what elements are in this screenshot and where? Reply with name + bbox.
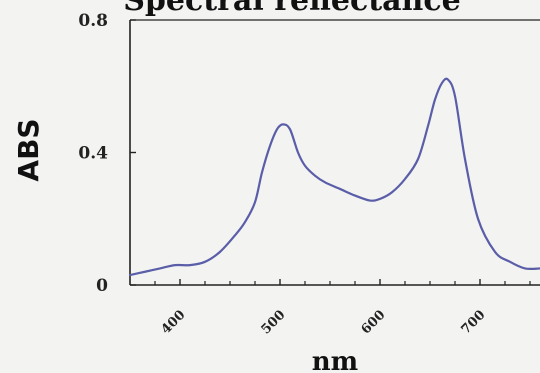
x-axis-label: nm — [312, 347, 358, 373]
axes — [129, 19, 540, 286]
y-axis-label: ABS — [12, 118, 45, 181]
series-group — [128, 77, 540, 277]
y-tick-label: 0.4 — [78, 144, 108, 164]
y-tick-label: 0.8 — [78, 11, 108, 31]
x-tick-label: 700 — [459, 308, 489, 338]
x-tick-label: 600 — [359, 308, 389, 338]
x-tick-label: 500 — [259, 308, 289, 338]
chart-title: Spectral reflectance — [123, 0, 460, 18]
ticks: 0 0.4 0.8 400 500 600 700 — [78, 11, 531, 338]
x-tick-label: 400 — [159, 308, 189, 338]
spectrum-line — [128, 77, 540, 277]
y-tick-label: 0 — [96, 276, 108, 296]
